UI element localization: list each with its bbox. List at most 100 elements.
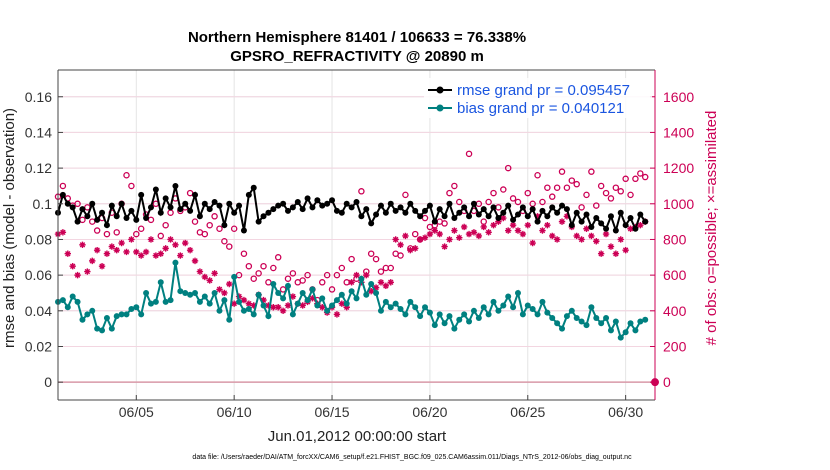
bias-point: [490, 298, 497, 305]
obs-assimilated-point: [216, 286, 223, 293]
rmse-point: [299, 206, 306, 213]
bias-point: [617, 334, 624, 341]
obs-possible-point: [593, 202, 600, 209]
obs-assimilated-point: [279, 307, 287, 315]
rmse-point: [451, 215, 458, 222]
bias-point: [196, 298, 203, 305]
bias-point: [280, 295, 287, 302]
bias-point: [368, 281, 375, 288]
obs-assimilated-point: [275, 304, 282, 311]
bias-point: [539, 298, 546, 305]
obs-assimilated-point: [441, 243, 448, 250]
obs-assimilated-point: [382, 282, 390, 290]
y-right-tick-label: 200: [663, 338, 687, 354]
rmse-point: [240, 227, 247, 234]
bias-point: [627, 320, 634, 327]
x-tick-label: 06/05: [119, 404, 154, 420]
rmse-point: [172, 182, 179, 189]
y-right-tick-label: 1200: [663, 160, 694, 176]
rmse-point: [475, 211, 482, 218]
rmse-point: [563, 206, 570, 213]
bias-point: [510, 304, 517, 311]
obs-possible-point: [323, 271, 331, 279]
rmse-point: [226, 200, 233, 207]
obs-possible-point: [485, 198, 492, 206]
bias-point: [294, 300, 301, 307]
rmse-point: [495, 215, 502, 222]
obs-assimilated-point: [519, 230, 527, 238]
rmse-point: [89, 200, 96, 207]
obs-assimilated-point: [392, 236, 399, 243]
obs-assimilated-point: [622, 246, 629, 254]
rmse-point: [324, 200, 331, 207]
obs-assimilated-point: [299, 302, 306, 309]
bias-point: [436, 311, 443, 318]
obs-possible-point: [446, 189, 453, 197]
grid-lines: [58, 70, 655, 400]
bias-point: [304, 297, 311, 304]
bias-point: [529, 306, 536, 313]
bias-point: [642, 316, 649, 323]
obs-assimilated-point: [588, 232, 595, 240]
rmse-point: [152, 186, 159, 193]
y-right-tick-label: 600: [663, 267, 687, 283]
obs-possible-point: [377, 268, 385, 275]
rmse-point: [377, 202, 384, 209]
obs-possible-point: [612, 184, 620, 191]
bias-point: [103, 314, 110, 321]
obs-possible-point: [617, 188, 624, 195]
obs-assimilated-point: [265, 302, 272, 309]
bias-point: [461, 311, 468, 318]
obs-possible-point: [465, 150, 473, 158]
rmse-point: [617, 209, 624, 216]
obs-possible-point: [284, 275, 292, 282]
obs-possible-point: [274, 254, 282, 261]
rmse-point: [177, 206, 184, 213]
bias-point: [505, 293, 512, 300]
rmse-point: [505, 202, 512, 209]
obs-assimilated-point: [637, 221, 644, 229]
bias-point: [392, 300, 399, 307]
rmse-point: [182, 200, 189, 207]
obs-assimilated-point: [553, 236, 561, 243]
obs-possible-point: [113, 229, 120, 236]
rmse-point: [79, 206, 86, 213]
obs-possible-point: [372, 255, 380, 263]
bias-point: [260, 302, 267, 309]
bias-point: [578, 318, 585, 325]
obs-assimilated-point: [240, 296, 248, 304]
bias-point: [265, 313, 272, 320]
bias-point: [324, 307, 331, 314]
obs-assimilated-point: [514, 227, 522, 234]
obs-assimilated-point: [353, 271, 360, 279]
legend-bias-label: bias grand pr = 0.040121: [457, 100, 624, 117]
bias-point: [422, 304, 429, 311]
bias-point: [456, 316, 463, 323]
bias-point: [192, 289, 199, 296]
obs-possible-point: [504, 164, 512, 172]
legend: rmse grand pr = 0.095457 bias grand pr =…: [424, 78, 652, 118]
bias-point: [544, 309, 551, 316]
rmse-point: [187, 207, 194, 214]
rmse-point: [99, 209, 106, 216]
bias-point: [216, 307, 223, 314]
rmse-point: [422, 207, 429, 214]
axes: 06/05 06/10 06/15 06/20 06/25 06/30 0 0.02 0.04 0…: [25, 69, 694, 420]
bias-point: [387, 304, 394, 311]
bias-point: [99, 327, 106, 334]
legend-box: [424, 78, 652, 118]
rmse-point: [397, 204, 404, 211]
obs-possible-point: [387, 264, 395, 272]
rmse-point: [333, 207, 340, 214]
obs-assimilated-point: [363, 271, 370, 279]
bias-point: [451, 325, 458, 332]
obs-possible-point: [607, 195, 615, 202]
rmse-point: [519, 204, 526, 211]
obs-possible-point: [338, 264, 346, 272]
rmse-point: [637, 211, 644, 218]
bias-point: [598, 320, 605, 327]
bias-point: [607, 327, 614, 334]
obs-possible-point: [137, 225, 145, 233]
obs-assimilated-point: [182, 239, 189, 247]
rmse-point: [573, 209, 580, 216]
